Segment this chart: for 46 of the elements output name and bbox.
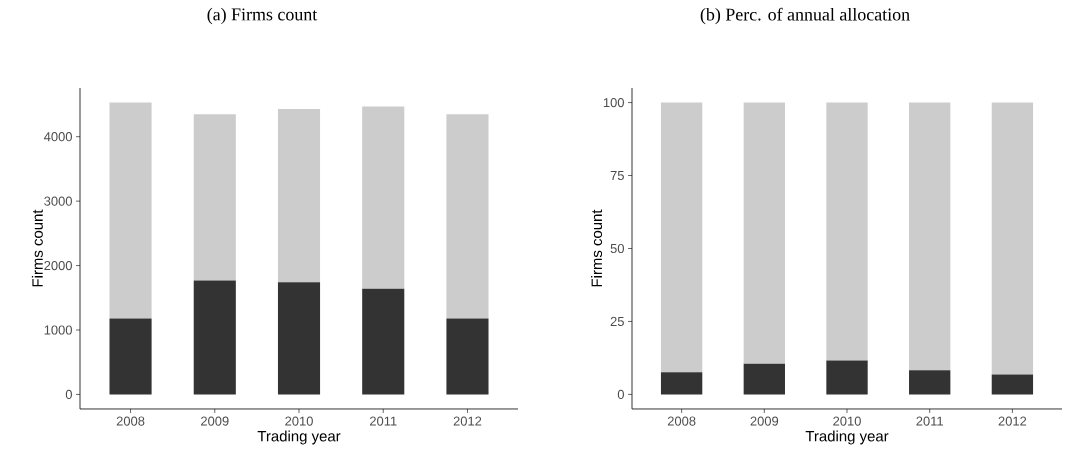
y-axis-title: Firms count — [591, 209, 603, 287]
x-tick-label: 2011 — [916, 416, 943, 426]
y-tick-label: 0 — [617, 389, 624, 399]
bar — [193, 280, 236, 395]
y-tick-label: 75 — [610, 171, 624, 181]
bar — [277, 108, 321, 283]
x-axis-title: Trading year — [805, 430, 889, 445]
x-tick-label: 2008 — [667, 416, 696, 426]
x-tick-label: 2010 — [833, 416, 861, 426]
x-tick-label: 2009 — [201, 416, 229, 426]
y-tick-label: 50 — [610, 243, 624, 254]
bar — [109, 318, 152, 395]
x-tick-label: 2009 — [750, 416, 779, 426]
bar — [362, 106, 405, 289]
y-tick-label: 25 — [610, 316, 624, 327]
bar — [743, 102, 785, 364]
chart-title: (a) Firms count — [207, 7, 318, 25]
x-tick-label: 2011 — [369, 416, 397, 426]
bar — [826, 102, 868, 361]
bar — [660, 372, 703, 395]
y-tick-label: 100 — [603, 97, 624, 108]
bar — [743, 363, 785, 395]
bar — [909, 102, 951, 371]
chart-title: (b) Perc. of annual allocation — [700, 7, 910, 25]
bar — [909, 370, 951, 395]
y-tick-label: 3000 — [44, 196, 72, 206]
bar — [826, 360, 868, 395]
y-tick-label: 4000 — [43, 132, 72, 142]
y-tick-label: 2000 — [44, 260, 72, 271]
x-tick-label: 2012 — [998, 416, 1027, 426]
bar — [660, 102, 703, 373]
x-tick-label: 2010 — [285, 416, 313, 426]
y-tick-label: 1000 — [44, 325, 72, 335]
x-tick-label: 2012 — [453, 416, 482, 426]
x-axis-title: Trading year — [257, 430, 341, 445]
bar — [193, 114, 236, 281]
bar — [446, 114, 489, 319]
bar — [362, 288, 405, 395]
bar — [446, 318, 489, 395]
bar — [991, 102, 1034, 375]
y-axis-title: Firms count — [31, 209, 43, 287]
bar — [109, 102, 152, 319]
y-tick-label: 0 — [65, 389, 72, 400]
bar — [277, 282, 321, 395]
bar — [991, 374, 1034, 395]
x-tick-label: 2008 — [116, 416, 145, 426]
